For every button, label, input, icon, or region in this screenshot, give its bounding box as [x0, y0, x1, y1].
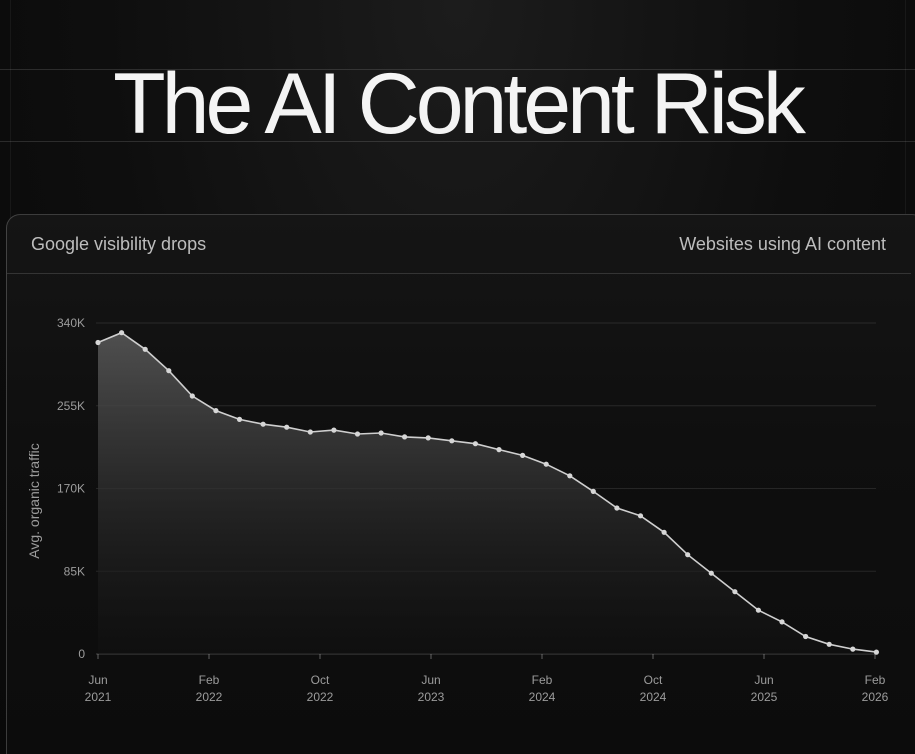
x-tick-label-year: 2023 — [418, 690, 445, 704]
page-title: The AI Content Risk — [113, 56, 806, 152]
data-point — [755, 607, 762, 613]
data-point — [95, 339, 101, 346]
data-point — [472, 441, 478, 447]
data-point — [189, 393, 195, 399]
x-tick-label-year: 2024 — [529, 690, 556, 704]
x-tick-label-year: 2022 — [196, 690, 223, 704]
card-label-left: Google visibility drops — [31, 234, 207, 254]
data-point — [614, 505, 620, 511]
data-point — [260, 421, 266, 427]
x-tick-label-month: Jun — [421, 673, 440, 687]
data-point — [826, 641, 832, 647]
x-tick-label-year: 2025 — [751, 690, 778, 704]
guide-line-top — [0, 69, 915, 70]
x-tick-label-month: Oct — [644, 673, 663, 687]
series-line — [97, 331, 877, 653]
area-fill — [98, 332, 877, 654]
data-point — [331, 427, 337, 433]
x-tick-label-month: Feb — [199, 673, 220, 687]
y-tick-label: 85K — [64, 564, 85, 578]
data-point — [779, 619, 785, 625]
data-point — [402, 434, 408, 440]
data-points — [95, 330, 880, 655]
data-point — [213, 408, 219, 414]
data-point — [307, 429, 313, 435]
data-point — [873, 649, 880, 655]
x-tick-label-year: 2024 — [640, 690, 667, 704]
y-tick-label: 255K — [57, 399, 85, 413]
data-point — [543, 461, 549, 467]
guide-line-bottom — [0, 141, 915, 142]
y-tick-label: 0 — [78, 647, 85, 661]
y-axis-label: Avg. organic traffic — [26, 443, 42, 558]
data-point — [119, 330, 125, 336]
data-point — [378, 430, 384, 436]
data-point — [284, 424, 290, 430]
data-point — [496, 447, 502, 453]
data-point — [520, 452, 526, 458]
y-axis: 0 85K 170K 255K 340K — [57, 316, 85, 661]
data-point — [449, 438, 455, 444]
data-point — [425, 435, 431, 441]
data-point — [142, 346, 148, 352]
data-point — [354, 431, 361, 437]
x-tick-label-year: 2021 — [85, 690, 112, 704]
x-tick-label-month: Oct — [311, 673, 330, 687]
x-tick-label-month: Jun — [754, 673, 773, 687]
y-tick-label: 170K — [57, 482, 85, 496]
data-point — [661, 529, 667, 535]
x-tick-label-month: Feb — [865, 673, 886, 687]
data-point — [166, 368, 172, 374]
x-tick-label-month: Jun — [88, 673, 107, 687]
x-axis: Jun 2021 Feb 2022 Oct 2022 Jun 2023 Feb 2024 Oct 20… — [85, 654, 889, 704]
x-tick-label-year: 2026 — [862, 690, 889, 704]
data-point — [685, 552, 691, 558]
data-point — [803, 633, 809, 640]
x-tick-label-year: 2022 — [307, 690, 334, 704]
data-point — [236, 416, 243, 422]
data-point — [732, 589, 738, 595]
x-tick-label-month: Feb — [532, 673, 553, 687]
y-tick-label: 340K — [57, 316, 85, 330]
data-point — [708, 570, 714, 576]
data-point — [567, 473, 573, 479]
data-point — [637, 513, 644, 519]
card-label-right: Websites using AI content — [679, 234, 886, 254]
data-point — [850, 646, 856, 652]
card-header: Google visibility drops Websites using A… — [7, 215, 911, 274]
data-point — [590, 488, 596, 494]
